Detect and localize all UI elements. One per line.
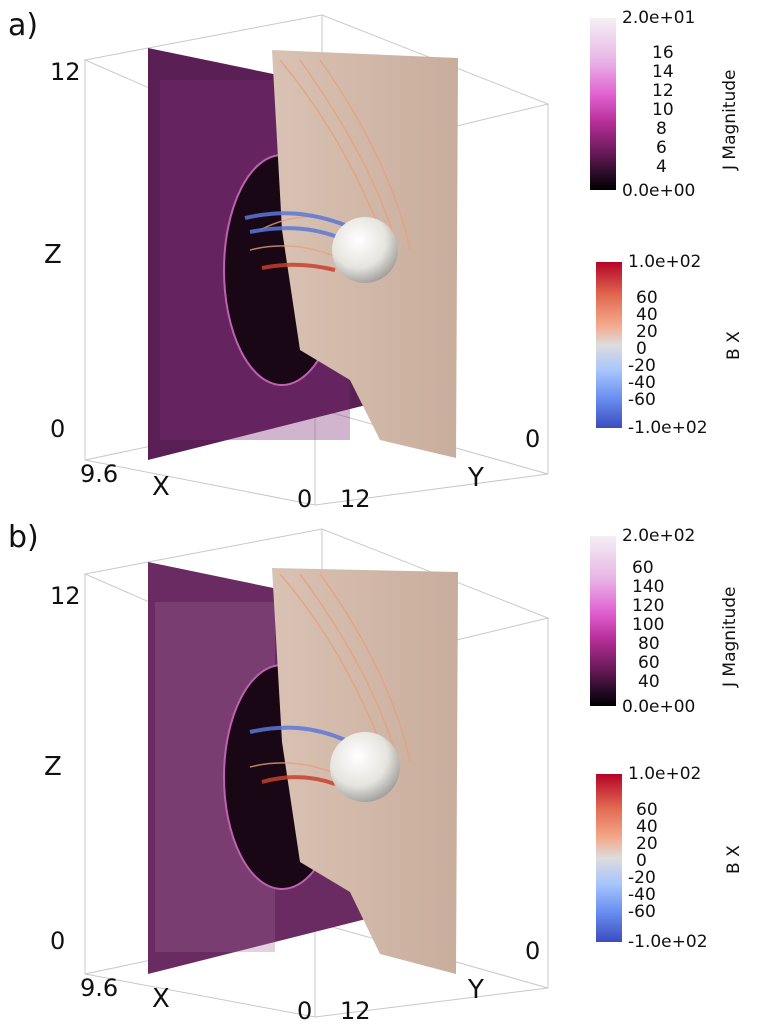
- colorbar-j-bottom-label: 0.0e+00: [622, 697, 696, 717]
- x-axis-name: X: [152, 472, 170, 502]
- colorbar-bx-tick: 20: [636, 322, 658, 342]
- field-lines: [249, 573, 411, 778]
- planet-sphere: [330, 732, 400, 802]
- colorbar-bx-title: B X: [724, 331, 744, 360]
- scene-3d: [83, 14, 550, 506]
- colorbar-bx-tick: 60: [636, 800, 658, 820]
- z-axis-bottom-tick: 0: [50, 415, 66, 443]
- colorbar-j-tick: 120: [632, 596, 665, 616]
- colorbar-j-bottom-label: 0.0e+00: [622, 181, 696, 201]
- x-axis-name: X: [152, 984, 170, 1014]
- colorbar-bx-tick: -20: [628, 356, 656, 376]
- colorbar-j-tick: 6: [656, 138, 667, 158]
- colorbar-j-tick: 60: [632, 558, 654, 578]
- y-axis-left-tick: 12: [340, 485, 371, 513]
- planet-sphere: [332, 217, 398, 283]
- colorbar-j-tick: 4: [656, 157, 667, 177]
- colorbar-bx-tick: -40: [628, 373, 656, 393]
- colorbar-j-magnitude: [590, 18, 616, 190]
- colorbar-j-magnitude: [590, 536, 616, 706]
- colorbar-bx-tick: 40: [636, 817, 658, 837]
- scene-3d: [83, 528, 550, 1018]
- colorbar-bx-tick: 40: [636, 305, 658, 325]
- colorbar-j-top-label: 2.0e+02: [622, 526, 696, 546]
- y-axis-right-tick: 0: [525, 425, 541, 453]
- colorbar-bx: [596, 774, 622, 942]
- colorbar-bx-tick: -40: [628, 885, 656, 905]
- red-field-lines: [261, 262, 336, 272]
- y-axis-name: Y: [468, 975, 484, 1005]
- colorbar-bx-tick: -60: [628, 902, 656, 922]
- x-axis-right-tick: 0: [297, 485, 313, 513]
- y-axis-right-tick: 0: [525, 937, 541, 965]
- z-axis-bottom-tick: 0: [50, 927, 66, 955]
- colorbar-j-tick: 100: [632, 615, 665, 635]
- colorbar-j-top-label: 2.0e+01: [622, 8, 696, 28]
- colorbar-j-title: J Magnitude: [720, 586, 740, 687]
- colorbar-j-tick: 10: [652, 100, 674, 120]
- colorbar-j-tick: 140: [632, 577, 665, 597]
- colorbar-bx-tick: 20: [636, 834, 658, 854]
- red-field-lines: [261, 775, 336, 786]
- panel-a: a) 12 Z 0 9.6 X 0 12 Y 0 2.0e+01 0.0e+00…: [0, 0, 765, 513]
- y-axis-left-tick: 12: [340, 997, 371, 1025]
- colorbar-j-tick: 80: [638, 634, 660, 654]
- colorbar-bx-tick: -20: [628, 868, 656, 888]
- x-axis-right-tick: 0: [297, 997, 313, 1025]
- blue-field-lines: [249, 725, 346, 742]
- x-axis-left-tick: 9.6: [80, 460, 119, 488]
- z-axis-name: Z: [44, 240, 62, 270]
- z-axis-top-tick: 12: [50, 582, 81, 610]
- colorbar-bx-tick: -60: [628, 390, 656, 410]
- z-axis-top-tick: 12: [50, 58, 81, 86]
- colorbar-j-tick: 12: [652, 81, 674, 101]
- colorbar-bx: [596, 262, 622, 428]
- colorbar-bx-top-label: 1.0e+02: [628, 252, 702, 272]
- y-axis-name: Y: [468, 463, 484, 493]
- colorbar-j-tick: 40: [638, 672, 660, 692]
- colorbar-bx-title: B X: [724, 845, 744, 874]
- colorbar-bx-bottom-label: -1.0e+02: [628, 932, 708, 952]
- panel-b: b) 12 Z 0 9.6 X 0 12 Y 0 2.0e+02 0.0e+00…: [0, 512, 765, 1025]
- colorbar-j-tick: 14: [652, 62, 674, 82]
- colorbar-bx-bottom-label: -1.0e+02: [628, 418, 708, 438]
- z-axis-name: Z: [44, 752, 62, 782]
- colorbar-bx-tick: 60: [636, 288, 658, 308]
- panel-label: a): [8, 8, 39, 43]
- colorbar-bx-top-label: 1.0e+02: [628, 764, 702, 784]
- colorbar-bx-tick: 0: [636, 851, 647, 871]
- blue-field-lines: [244, 211, 346, 240]
- colorbar-j-tick: 8: [656, 119, 667, 139]
- x-axis-left-tick: 9.6: [80, 974, 119, 1002]
- colorbar-j-tick: 16: [652, 43, 674, 63]
- colorbar-j-tick: 60: [638, 653, 660, 673]
- colorbar-j-title: J Magnitude: [720, 69, 740, 170]
- colorbar-bx-tick: 0: [636, 339, 647, 359]
- panel-label: b): [8, 520, 39, 555]
